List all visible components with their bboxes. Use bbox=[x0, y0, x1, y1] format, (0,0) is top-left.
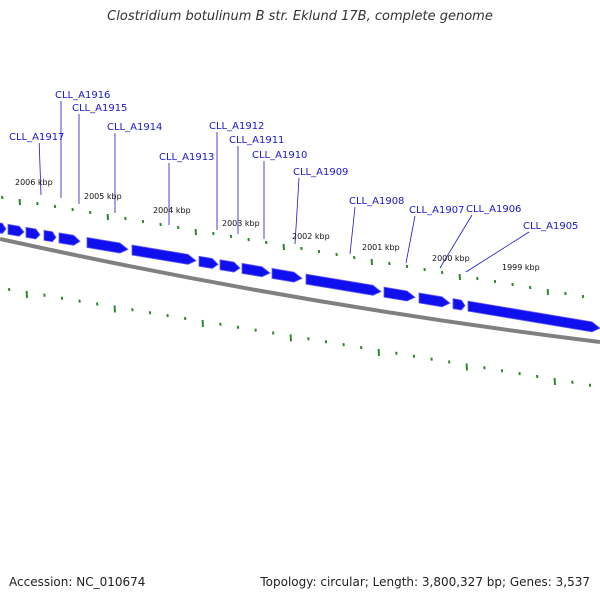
scale-label: 2003 kbp bbox=[222, 219, 260, 228]
gene-label[interactable]: CLL_A1915 bbox=[72, 103, 127, 114]
callout-line bbox=[465, 231, 530, 273]
gene-callouts: CLL_A1917 CLL_A1916 CLL_A1915 CLL_A1914 CLL_… bbox=[9, 90, 578, 273]
scale-label: 2006 kbp bbox=[15, 178, 53, 187]
gene-label[interactable]: CLL_A1912 bbox=[209, 121, 264, 132]
gene-label[interactable]: CLL_A1907 bbox=[409, 205, 464, 216]
gene-arrow[interactable] bbox=[25, 226, 41, 240]
gene-arrow[interactable] bbox=[0, 222, 7, 234]
scale-ticks-inner bbox=[8, 287, 592, 387]
gene-arrow[interactable] bbox=[418, 292, 451, 308]
gene-arrow[interactable] bbox=[58, 232, 81, 246]
gene-arrow[interactable] bbox=[198, 255, 219, 269]
gene-arrow[interactable] bbox=[271, 267, 303, 283]
callout-line bbox=[294, 177, 300, 245]
gene-arrow[interactable] bbox=[305, 273, 382, 296]
gene-arrow[interactable] bbox=[131, 244, 197, 265]
gene-arrow[interactable] bbox=[86, 237, 129, 254]
gene-arrow[interactable] bbox=[43, 229, 57, 243]
gene-arrow[interactable] bbox=[383, 286, 416, 302]
gene-track bbox=[0, 222, 600, 333]
callout-line bbox=[439, 214, 473, 269]
scale-label: 2000 kbp bbox=[432, 254, 470, 263]
gene-arrow[interactable] bbox=[241, 262, 271, 278]
callout-line bbox=[405, 215, 416, 264]
genome-backbone bbox=[0, 237, 600, 344]
gene-label[interactable]: CLL_A1913 bbox=[159, 152, 214, 163]
scale-label: 1999 kbp bbox=[502, 263, 540, 272]
scale-label: 2002 kbp bbox=[292, 232, 330, 241]
gene-label[interactable]: CLL_A1909 bbox=[293, 167, 348, 178]
gene-arrow[interactable] bbox=[219, 259, 241, 273]
map-title: Clostridium botulinum B str. Eklund 17B,… bbox=[107, 9, 493, 24]
scale-label: 2001 kbp bbox=[362, 243, 400, 252]
gene-label[interactable]: CLL_A1911 bbox=[229, 135, 284, 146]
callout-line bbox=[38, 142, 42, 196]
scale-label: 2005 kbp bbox=[84, 192, 122, 201]
gene-label[interactable]: CLL_A1910 bbox=[252, 150, 307, 161]
gene-label[interactable]: CLL_A1916 bbox=[55, 90, 110, 101]
gene-label[interactable]: CLL_A1917 bbox=[9, 132, 64, 143]
callout-line bbox=[349, 206, 356, 255]
gene-label[interactable]: CLL_A1914 bbox=[107, 122, 162, 133]
gene-arrow[interactable] bbox=[452, 298, 466, 311]
scale-label: 2004 kbp bbox=[153, 206, 191, 215]
gene-arrow[interactable] bbox=[467, 300, 600, 333]
gene-arrow[interactable] bbox=[7, 223, 25, 237]
topology-text: Topology: circular; Length: 3,800,327 bp… bbox=[260, 575, 590, 589]
gene-label[interactable]: CLL_A1906 bbox=[466, 204, 521, 215]
accession-text: Accession: NC_010674 bbox=[9, 575, 146, 589]
gene-label[interactable]: CLL_A1905 bbox=[523, 221, 578, 232]
scale-ticks-outer bbox=[1, 195, 585, 299]
gene-label[interactable]: CLL_A1908 bbox=[349, 196, 404, 207]
scale-labels: 2006 kbp 2005 kbp 2004 kbp 2003 kbp 2002 kbp… bbox=[15, 178, 540, 272]
